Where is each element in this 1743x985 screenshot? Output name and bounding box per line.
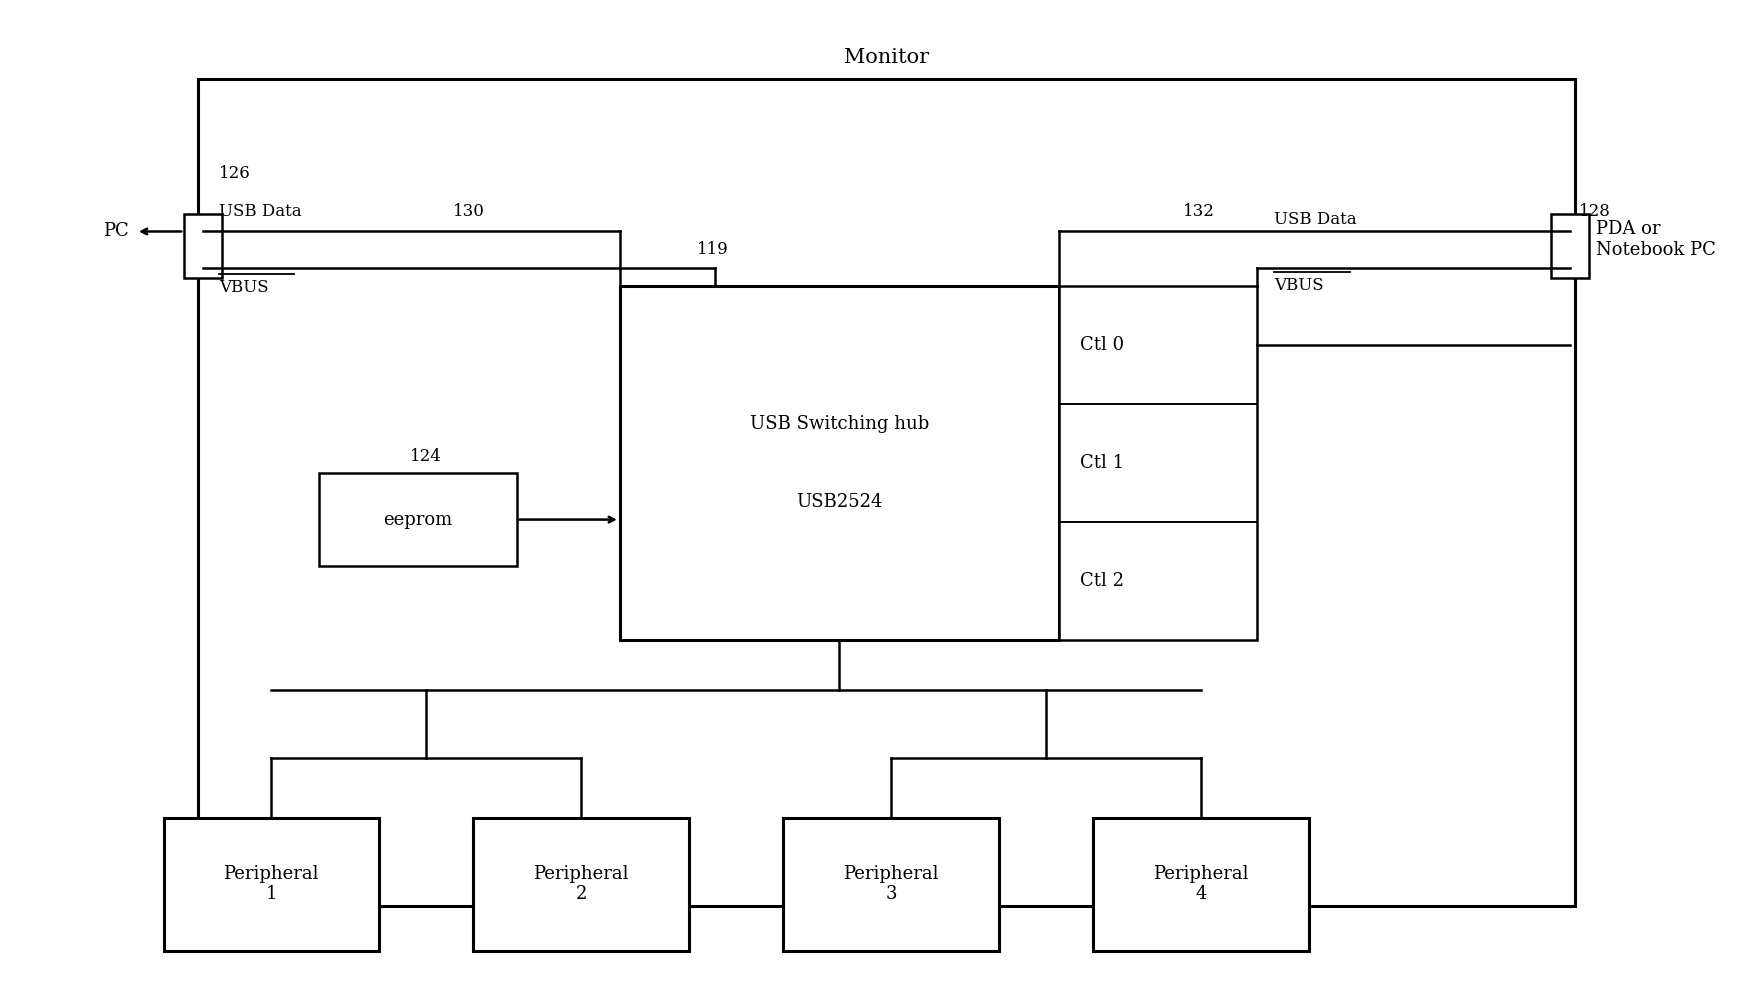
Bar [185,214,221,278]
Text: Peripheral
1: Peripheral 1 [223,865,319,903]
Bar [621,286,1058,640]
Text: VBUS: VBUS [218,279,268,296]
Text: 132: 132 [1183,203,1215,220]
Bar [319,473,516,566]
Text: VBUS: VBUS [1274,277,1323,295]
Text: 126: 126 [218,165,251,182]
Text: Ctl 2: Ctl 2 [1079,572,1124,590]
Bar [1551,214,1590,278]
Text: Ctl 0: Ctl 0 [1079,336,1124,354]
Bar [164,818,378,951]
Text: Peripheral
3: Peripheral 3 [844,865,939,903]
Text: Monitor: Monitor [844,48,929,67]
Text: 128: 128 [1579,203,1611,220]
Text: Ctl 1: Ctl 1 [1079,454,1124,472]
Text: PDA or
Notebook PC: PDA or Notebook PC [1597,221,1715,259]
Text: 119: 119 [697,241,729,258]
Bar [1093,818,1309,951]
Bar [199,79,1576,906]
Text: PC: PC [103,223,129,240]
Bar [1058,286,1257,640]
Bar [474,818,688,951]
Text: USB Data: USB Data [1274,211,1356,229]
Text: Peripheral
2: Peripheral 2 [533,865,629,903]
Text: 130: 130 [453,203,485,220]
Text: USB Switching hub: USB Switching hub [749,415,929,432]
Text: eeprom: eeprom [383,510,451,529]
Text: USB Data: USB Data [218,203,302,221]
Text: Peripheral
4: Peripheral 4 [1154,865,1248,903]
Text: USB2524: USB2524 [797,493,882,511]
Text: 124: 124 [410,448,443,465]
Bar [783,818,999,951]
